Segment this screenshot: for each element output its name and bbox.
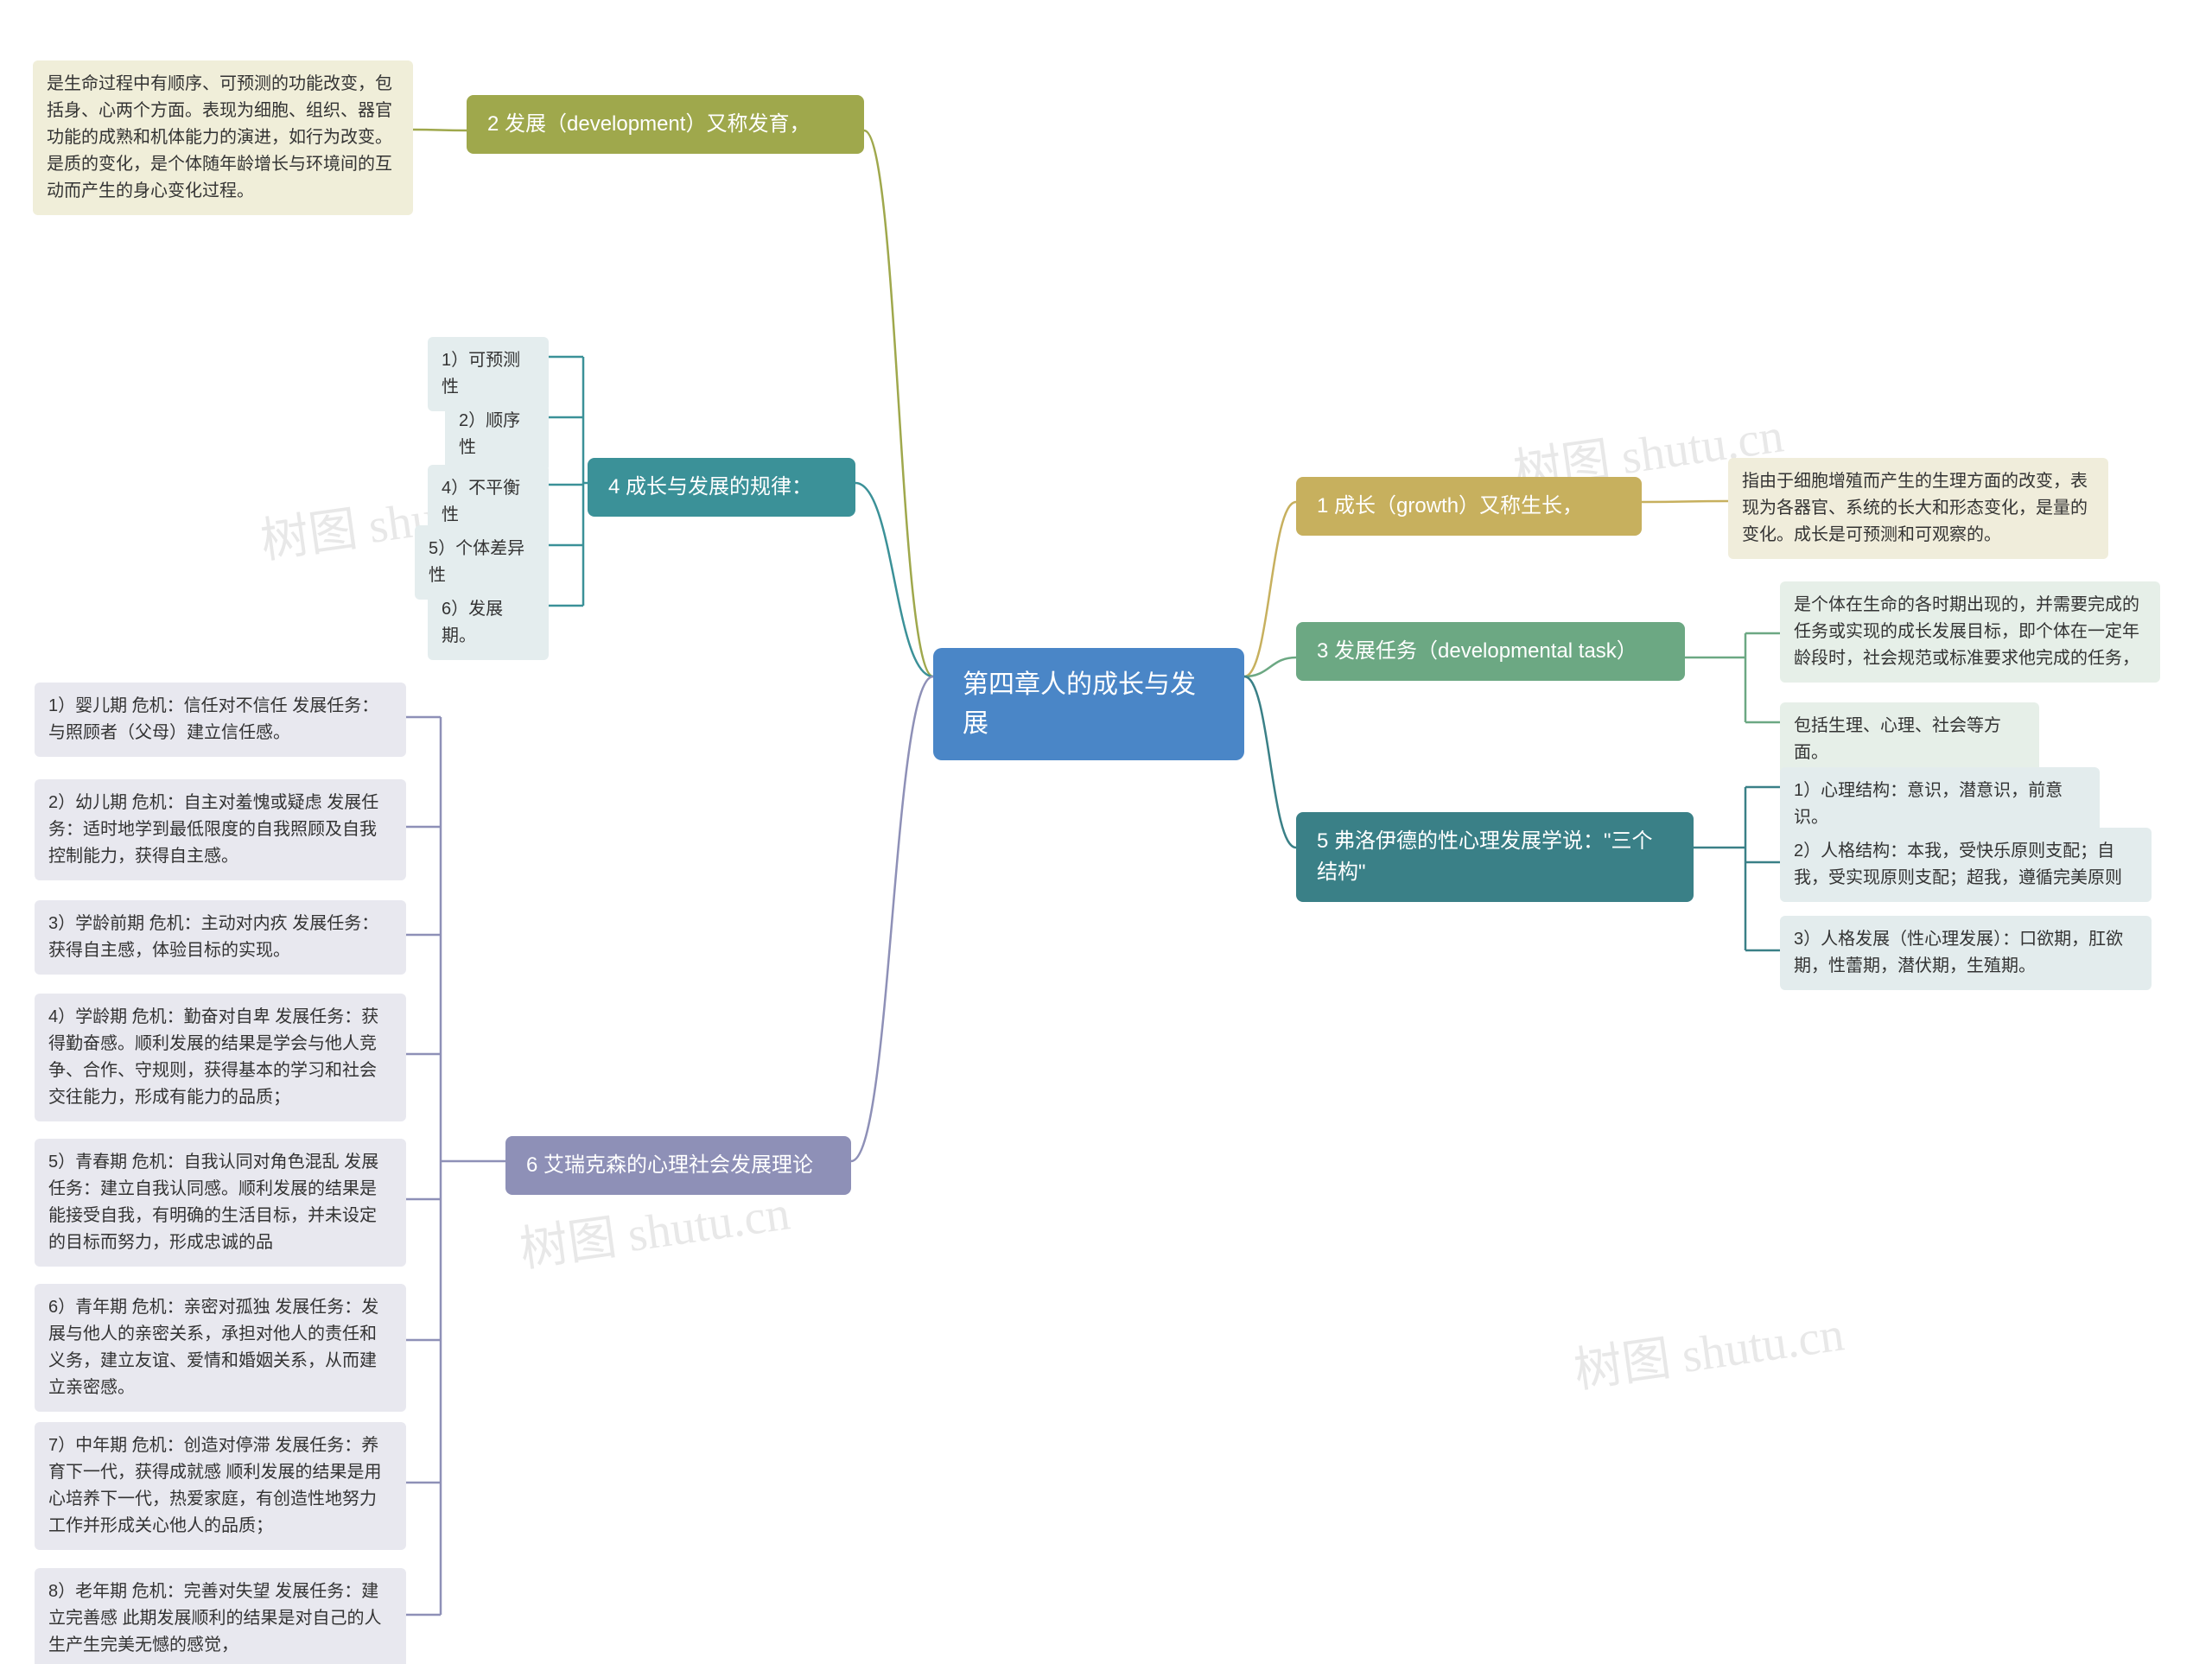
- leaf-node: 7）中年期 危机：创造对停滞 发展任务：养育下一代，获得成就感 顺利发展的结果是…: [35, 1422, 406, 1550]
- leaf-node: 3）人格发展（性心理发展）：口欲期，肛欲期，性蕾期，潜伏期，生殖期。: [1780, 916, 2152, 990]
- leaf-node: 8）老年期 危机：完善对失望 发展任务：建立完善感 此期发展顺利的结果是对自己的…: [35, 1568, 406, 1664]
- leaf-node: 3）学龄前期 危机：主动对内疚 发展任务：获得自主感，体验目标的实现。: [35, 900, 406, 975]
- root-node[interactable]: 第四章人的成长与发展: [933, 648, 1244, 760]
- leaf-node: 6）发展期。: [428, 586, 549, 660]
- branch-node-b4[interactable]: 4 成长与发展的规律：: [588, 458, 855, 517]
- branch-node-b5[interactable]: 5 弗洛伊德的性心理发展学说："三个结构": [1296, 812, 1694, 902]
- mindmap-canvas: 树图 shutu.cn 树图 shutu.cn 树图 shutu.cn 树图 s…: [0, 0, 2212, 1664]
- leaf-node: 2）人格结构：本我，受快乐原则支配；自我，受实现原则支配；超我，遵循完美原则: [1780, 828, 2152, 902]
- branch-node-b3[interactable]: 3 发展任务（developmental task）: [1296, 622, 1685, 681]
- branch-node-b2[interactable]: 2 发展（development）又称发育，: [467, 95, 864, 154]
- leaf-node: 4）学龄期 危机：勤奋对自卑 发展任务：获得勤奋感。顺利发展的结果是学会与他人竞…: [35, 994, 406, 1121]
- leaf-node: 6）青年期 危机：亲密对孤独 发展任务：发展与他人的亲密关系，承担对他人的责任和…: [35, 1284, 406, 1412]
- watermark: 树图 shutu.cn: [1569, 1295, 1847, 1402]
- leaf-node: 指由于细胞增殖而产生的生理方面的改变，表现为各器官、系统的长大和形态变化，是量的…: [1728, 458, 2108, 559]
- leaf-node: 2）幼儿期 危机：自主对羞愧或疑虑 发展任务：适时地学到最低限度的自我照顾及自我…: [35, 779, 406, 880]
- leaf-node: 2）顺序性: [445, 397, 549, 472]
- branch-node-b6[interactable]: 6 艾瑞克森的心理社会发展理论: [505, 1136, 851, 1195]
- leaf-node: 是生命过程中有顺序、可预测的功能改变，包括身、心两个方面。表现为细胞、组织、器官…: [33, 60, 413, 215]
- leaf-node: 1）婴儿期 危机：信任对不信任 发展任务：与照顾者（父母）建立信任感。: [35, 683, 406, 757]
- leaf-node: 包括生理、心理、社会等方面。: [1780, 702, 2039, 777]
- branch-node-b1[interactable]: 1 成长（growth）又称生长，: [1296, 477, 1642, 536]
- leaf-node: 是个体在生命的各时期出现的，并需要完成的任务或实现的成长发展目标，即个体在一定年…: [1780, 581, 2160, 683]
- leaf-node: 5）青春期 危机：自我认同对角色混乱 发展任务：建立自我认同感。顺利发展的结果是…: [35, 1139, 406, 1267]
